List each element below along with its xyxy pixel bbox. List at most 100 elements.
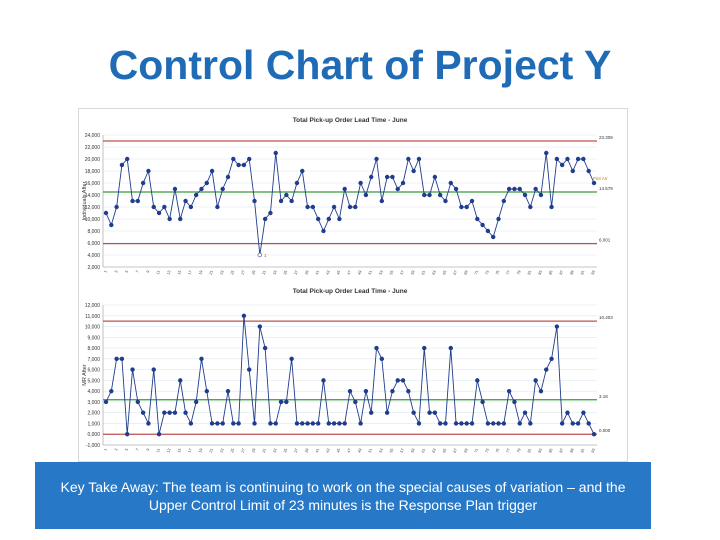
data-point: [178, 216, 183, 222]
data-point: [273, 421, 278, 426]
x-tick-label: 11: [156, 448, 161, 453]
data-point: [565, 156, 570, 162]
data-point: [310, 204, 316, 210]
data-point: [485, 228, 491, 234]
data-point: [379, 198, 385, 204]
x-tick-label: 29: [251, 448, 256, 453]
data-point: [262, 345, 268, 351]
chart-title: Total Pick-up Order Lead Time - June: [293, 117, 408, 124]
x-tick-label: 59: [410, 448, 415, 453]
data-point: [475, 216, 480, 222]
data-point: [225, 174, 231, 180]
y-tick-label: 0,000: [87, 432, 100, 438]
individuals-chart-panel: Total Pick-up Order Lead Time - June Indi…: [82, 117, 613, 275]
data-point: [390, 388, 395, 394]
data-point: [581, 410, 586, 415]
data-point: [549, 356, 554, 362]
data-point: [268, 210, 273, 216]
data-point: [199, 186, 204, 192]
data-point: [544, 150, 549, 156]
y-tick-label: 10,000: [85, 217, 101, 223]
data-series-line: [105, 152, 595, 256]
x-tick-label: 59: [410, 270, 415, 275]
y-tick-label: 22,000: [85, 145, 101, 151]
data-point: [305, 421, 310, 426]
callout-annotation: Pint Arr: [593, 176, 608, 181]
x-tick-label: 47: [347, 270, 352, 275]
lower-control-limit-label: 0.000: [599, 428, 611, 433]
y-tick-label: 7,000: [87, 357, 100, 363]
data-point: [209, 421, 215, 426]
x-tick-label: 15: [177, 448, 182, 453]
data-point: [331, 204, 337, 210]
data-point: [496, 216, 501, 222]
data-point: [310, 421, 316, 426]
x-tick-label: 89: [570, 448, 575, 453]
x-tick-label: 23: [219, 448, 224, 453]
data-point: [496, 421, 501, 426]
data-point: [178, 378, 183, 383]
data-point: [103, 399, 109, 405]
x-tick-label: 91: [580, 448, 585, 453]
key-takeaway-banner: Key Take Away: The team is continuing to…: [35, 462, 651, 529]
x-tick-label: 63: [432, 270, 437, 275]
x-tick-label: 1: [103, 448, 107, 451]
data-point: [326, 421, 331, 426]
x-tick-label: 47: [347, 448, 352, 453]
data-point: [512, 186, 517, 192]
data-point: [300, 421, 305, 426]
data-point: [363, 388, 369, 394]
data-point: [469, 421, 475, 426]
data-point: [262, 216, 268, 222]
data-point-outlier: [257, 252, 263, 258]
data-series-line: [105, 315, 595, 435]
data-point: [220, 421, 225, 426]
data-point: [390, 174, 395, 180]
x-tick-label: 85: [548, 270, 553, 275]
x-tick-label: 43: [326, 270, 331, 275]
x-tick-label: 67: [453, 448, 458, 453]
x-tick-label: 35: [283, 270, 288, 275]
y-tick-label: 8,000: [87, 346, 100, 352]
data-point: [369, 410, 374, 415]
data-point: [575, 156, 581, 162]
data-point: [517, 186, 522, 192]
x-tick-label: 51: [368, 448, 373, 453]
data-point: [538, 192, 544, 198]
x-tick-label: 5: [125, 448, 129, 451]
lower-control-limit-label: 6.001: [599, 238, 611, 243]
data-point: [146, 168, 151, 174]
x-tick-label: 75: [495, 448, 500, 453]
x-tick-label: 61: [421, 448, 426, 453]
data-point: [284, 399, 289, 405]
control-chart-svg: Total Pick-up Order Lead Time - June Indi…: [82, 117, 613, 453]
x-tick-label: 13: [166, 270, 171, 275]
x-tick-label: 27: [241, 270, 246, 275]
x-tick-label: 43: [326, 448, 331, 453]
data-point: [522, 410, 528, 415]
data-point: [406, 388, 411, 394]
data-point: [220, 186, 225, 192]
data-point: [278, 198, 284, 204]
data-point: [135, 198, 141, 204]
data-point: [491, 421, 496, 426]
data-point: [151, 367, 156, 372]
data-point: [575, 421, 581, 426]
data-point: [125, 156, 130, 162]
data-point: [337, 421, 342, 426]
data-point: [236, 162, 241, 168]
x-tick-label: 57: [400, 270, 405, 275]
y-axis-label: Individuals After: [82, 181, 88, 220]
data-point: [570, 421, 575, 426]
data-point: [252, 421, 257, 426]
x-tick-label: 25: [230, 448, 235, 453]
data-point: [427, 410, 432, 415]
data-point: [432, 410, 438, 415]
data-point: [416, 156, 422, 162]
data-point: [554, 324, 560, 329]
data-point: [315, 216, 321, 222]
data-point: [342, 421, 347, 426]
x-tick-label: 71: [474, 270, 479, 275]
x-tick-label: 31: [262, 448, 267, 453]
data-point: [151, 204, 156, 210]
